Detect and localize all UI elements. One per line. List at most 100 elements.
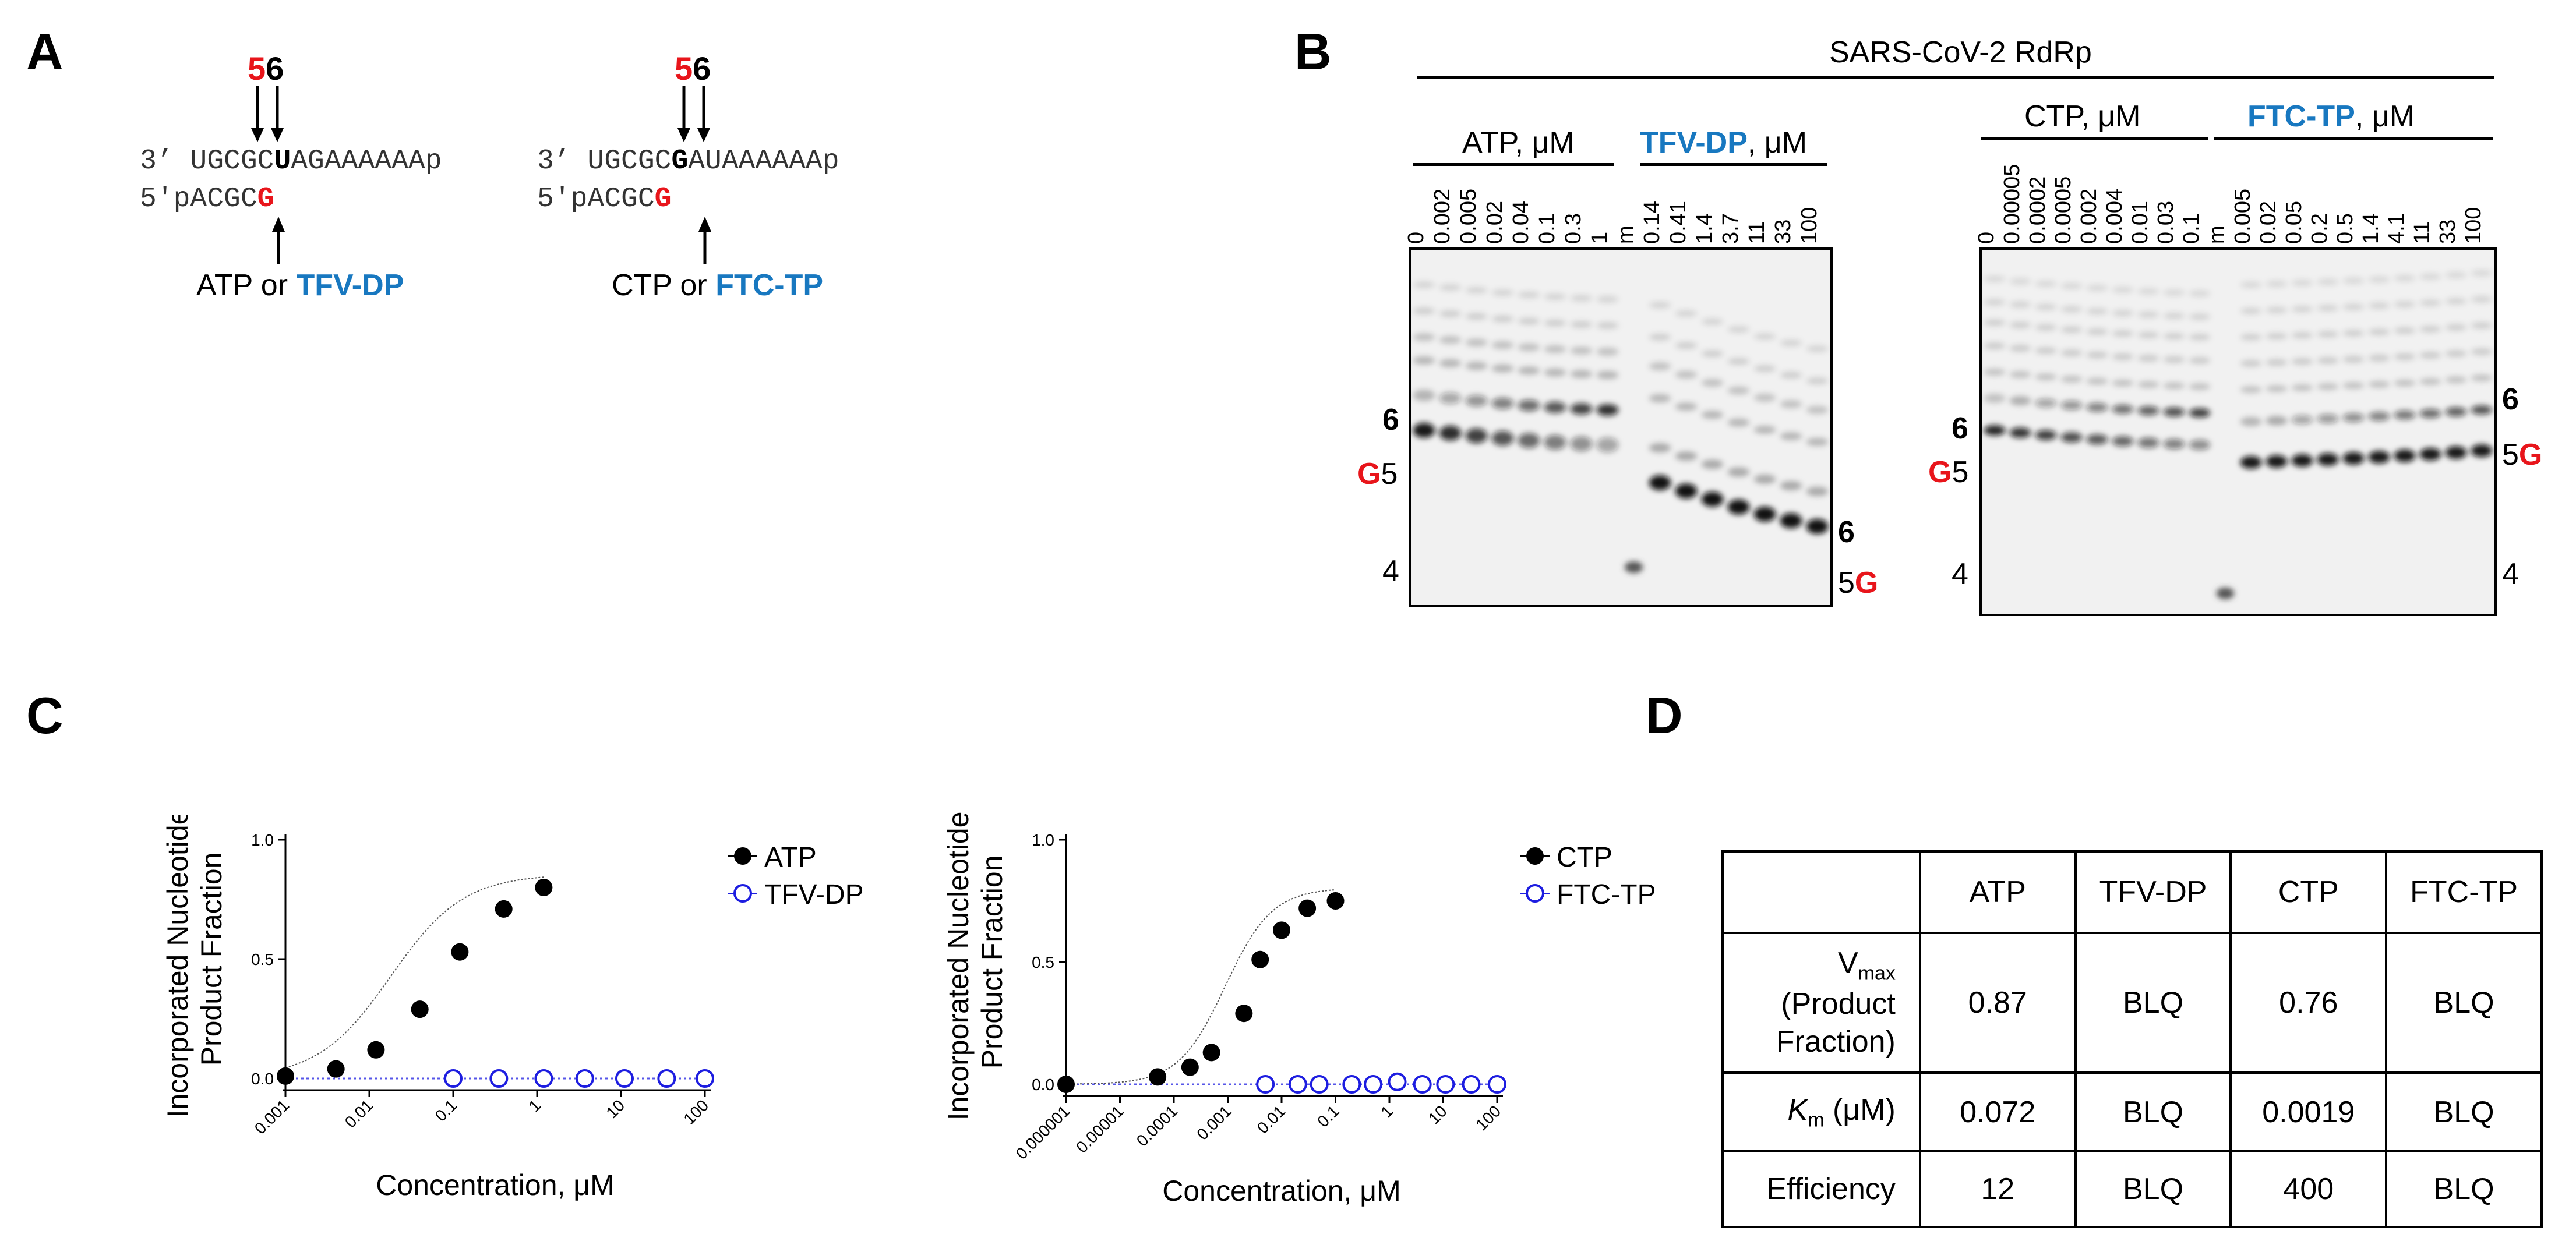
gel1-group1-header: ATP, μM: [1462, 126, 1575, 160]
gel-band: [1675, 310, 1698, 317]
data-point-ctp: [1149, 1068, 1167, 1086]
data-point-tfv-dp: [657, 1069, 676, 1088]
x-tick-label: 0.01: [1254, 1102, 1289, 1137]
y-tick-label: 1.0: [1032, 831, 1054, 849]
gel-band: [2189, 383, 2211, 390]
gel-band: [2035, 430, 2057, 441]
lane-label: 0.2: [2307, 213, 2332, 244]
gel-band: [2394, 379, 2416, 387]
lane-label: 0.14: [1639, 201, 1664, 244]
gel-band: [1465, 362, 1488, 370]
gel-band: [2394, 300, 2416, 308]
gel-band: [1649, 362, 1671, 370]
gel-band: [2163, 438, 2185, 450]
up-arrow-right: [698, 217, 711, 264]
down-arrows-right: [677, 86, 710, 142]
gel2-group1-header: CTP, μM: [2024, 100, 2141, 133]
gel-band: [1518, 343, 1540, 352]
gel2-band-4-left: 4: [1952, 557, 1968, 591]
y-tick-label: 0.5: [1032, 953, 1054, 971]
gel-band: [2394, 410, 2416, 420]
y-tick-label: 0.5: [251, 950, 274, 968]
gel-band: [1596, 322, 1619, 329]
gel-band: [1544, 293, 1566, 300]
gel-band: [1649, 334, 1671, 341]
gel-band: [1649, 394, 1671, 402]
data-point-ftc-tp: [1413, 1075, 1432, 1094]
data-point-atp: [495, 900, 513, 918]
gel-band: [2419, 352, 2441, 359]
data-point-atp: [327, 1060, 345, 1078]
gel-band: [2342, 356, 2365, 363]
gel-band: [1465, 313, 1488, 320]
gel-band: [1780, 432, 1802, 441]
gel-band: [1701, 379, 1724, 387]
table-header-cell: FTC-TP: [2385, 850, 2543, 934]
lane-label: m: [1613, 225, 1638, 244]
x-tick-label: 1: [1377, 1102, 1396, 1121]
gel-band: [2317, 357, 2339, 364]
gel-band: [2137, 288, 2159, 295]
table-cell: BLQ: [2074, 1150, 2232, 1228]
gel-band: [1780, 513, 1802, 529]
table-cell: 400: [2229, 1150, 2388, 1228]
position-5-label: 5: [248, 50, 266, 87]
gel-band: [1753, 506, 1776, 522]
table-cell: 0.76: [2229, 932, 2388, 1074]
lane-label: m: [2205, 225, 2229, 244]
gel-band: [1596, 371, 1619, 379]
data-point-ctp: [1181, 1058, 1199, 1076]
gel-band: [1518, 399, 1540, 412]
gel-band-group: [1413, 281, 1829, 573]
lane-label: 0: [1974, 231, 1999, 244]
km-label: Km (μM): [1721, 1071, 1921, 1152]
table-row-vmax: Vmax (Product Fraction) 0.87 BLQ 0.76 BL…: [1721, 932, 2543, 1074]
gel1-band-g5-left: G5: [1357, 457, 1398, 491]
enzyme-title: SARS-CoV-2 RdRp: [1829, 36, 2092, 69]
gel-band: [2342, 452, 2365, 465]
gel-band: [1675, 402, 1698, 411]
gel-band: [1570, 403, 1593, 415]
gel1-band-6-right: 6: [1838, 515, 1855, 549]
gel-band: [2112, 436, 2134, 447]
gel-band: [2266, 333, 2288, 340]
panel-letter-d: D: [1646, 687, 1683, 744]
gel-band: [2342, 303, 2365, 311]
gel-band: [2009, 396, 2031, 406]
gel-band: [1413, 281, 1435, 288]
lane-label: 0.04: [1508, 201, 1533, 244]
gel-band: [2163, 289, 2185, 296]
data-point-ftc-tp: [1488, 1075, 1506, 1094]
gel-band: [2240, 334, 2262, 341]
gel-band: [2342, 382, 2365, 390]
gel-band: [1806, 377, 1829, 384]
gel-band: [2291, 454, 2313, 467]
marker-band: [2216, 588, 2235, 599]
gel-band: [2035, 303, 2057, 311]
gel-band: [1596, 437, 1619, 452]
gel-band: [1491, 397, 1514, 409]
gel-band: [1984, 319, 2006, 326]
gel-band: [2009, 371, 2031, 379]
y-tick-label: 0.0: [251, 1070, 274, 1088]
gel-band: [1780, 481, 1802, 491]
gel-band: [2445, 446, 2467, 459]
data-point-tfv-dp: [489, 1069, 509, 1088]
table-cell: BLQ: [2385, 932, 2543, 1074]
y-axis-label-line: Incorporated Nucleotide,: [942, 809, 975, 1120]
gel-band: [1570, 295, 1593, 302]
gel-band: [2112, 309, 2134, 317]
lane-label: 4.1: [2384, 213, 2409, 244]
gel-band: [1465, 338, 1488, 347]
gel-band: [1806, 345, 1829, 352]
gel-band: [2009, 321, 2031, 329]
gel-band: [2394, 449, 2416, 462]
gel-band: [1780, 372, 1802, 379]
gel-band: [1570, 370, 1593, 379]
gel-band: [2291, 415, 2313, 425]
gel-band: [1439, 335, 1462, 344]
gel-band: [1701, 318, 1724, 326]
gel2-band-5g-right: 5G: [2502, 438, 2543, 472]
gel-band: [2291, 305, 2313, 313]
data-point-ctp: [1202, 1044, 1220, 1062]
